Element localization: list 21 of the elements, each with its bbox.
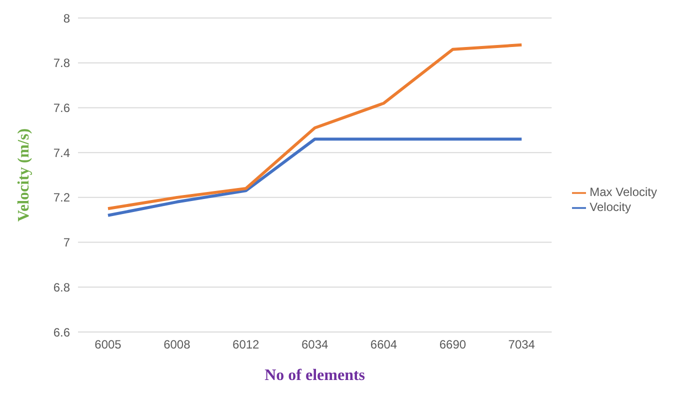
y-tick-label: 6.8: [53, 280, 70, 294]
y-tick-label: 6.6: [53, 325, 70, 340]
y-tick-label: 7: [63, 236, 70, 250]
x-tick-label: 6690: [439, 338, 466, 352]
legend-label: Velocity: [590, 200, 631, 214]
x-tick-label: 6008: [164, 338, 191, 352]
y-tick-label: 7.2: [53, 190, 70, 205]
y-tick-label: 7.8: [53, 56, 70, 70]
y-axis-title: Velocity (m/s): [16, 128, 33, 222]
x-tick-label: 7034: [508, 338, 536, 352]
line-series: [106, 138, 524, 217]
legend-label: Max Velocity: [590, 185, 657, 200]
x-tick-label: 6012: [232, 338, 260, 352]
y-tick-label: 7.4: [53, 146, 70, 160]
x-tick-label: 6604: [370, 338, 398, 352]
x-tick-label: 6034: [301, 338, 328, 352]
line-series: [106, 43, 524, 210]
x-axis-title: No of elements: [264, 367, 366, 384]
y-tick-label: 8: [63, 11, 70, 26]
y-tick-label: 7.6: [53, 100, 70, 115]
x-tick-label: 6005: [94, 338, 122, 352]
